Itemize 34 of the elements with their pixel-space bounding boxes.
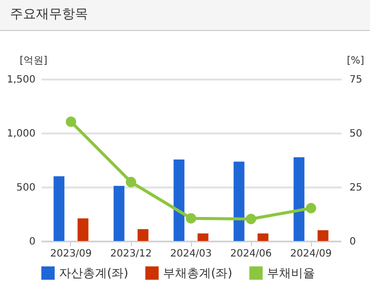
legend-label: 자산총계(좌) bbox=[59, 266, 128, 280]
y2-tick-label: 25 bbox=[350, 182, 362, 194]
point bbox=[186, 213, 196, 224]
y2-tick-label: 75 bbox=[350, 74, 362, 86]
x-tick-label: 2024/03 bbox=[170, 248, 212, 260]
point bbox=[126, 176, 136, 188]
legend-label: 부채총계(좌) bbox=[163, 266, 232, 280]
y-tick-label: 500 bbox=[16, 182, 36, 194]
x-tick-label: 2024/09 bbox=[290, 248, 332, 260]
y-tick-label: 0 bbox=[29, 236, 36, 248]
legend-label: 부채비율 bbox=[267, 266, 315, 280]
x-tick-label: 2023/09 bbox=[50, 248, 92, 260]
x-tick-label: 2023/12 bbox=[110, 248, 152, 260]
chart-title: 주요재무항목 bbox=[0, 0, 370, 31]
y2-tick-label: 50 bbox=[350, 128, 362, 140]
bar bbox=[78, 218, 88, 241]
bar bbox=[198, 233, 208, 241]
bar bbox=[318, 230, 328, 241]
bar bbox=[294, 157, 304, 241]
y2-tick-label: 0 bbox=[350, 236, 356, 248]
point bbox=[66, 116, 76, 127]
bar bbox=[138, 229, 148, 241]
bar bbox=[258, 233, 268, 241]
bar bbox=[174, 159, 184, 241]
point bbox=[306, 202, 316, 214]
y-tick-label: 1,500 bbox=[6, 74, 36, 86]
x-tick-label: 2024/06 bbox=[230, 248, 272, 260]
bar bbox=[54, 176, 64, 241]
bar bbox=[114, 186, 124, 241]
y-tick-label: 1,000 bbox=[6, 128, 36, 140]
y2-axis-title: [%] bbox=[346, 56, 364, 66]
bar bbox=[234, 162, 244, 241]
y-axis-title: [억원] bbox=[20, 56, 48, 66]
point bbox=[246, 214, 256, 224]
